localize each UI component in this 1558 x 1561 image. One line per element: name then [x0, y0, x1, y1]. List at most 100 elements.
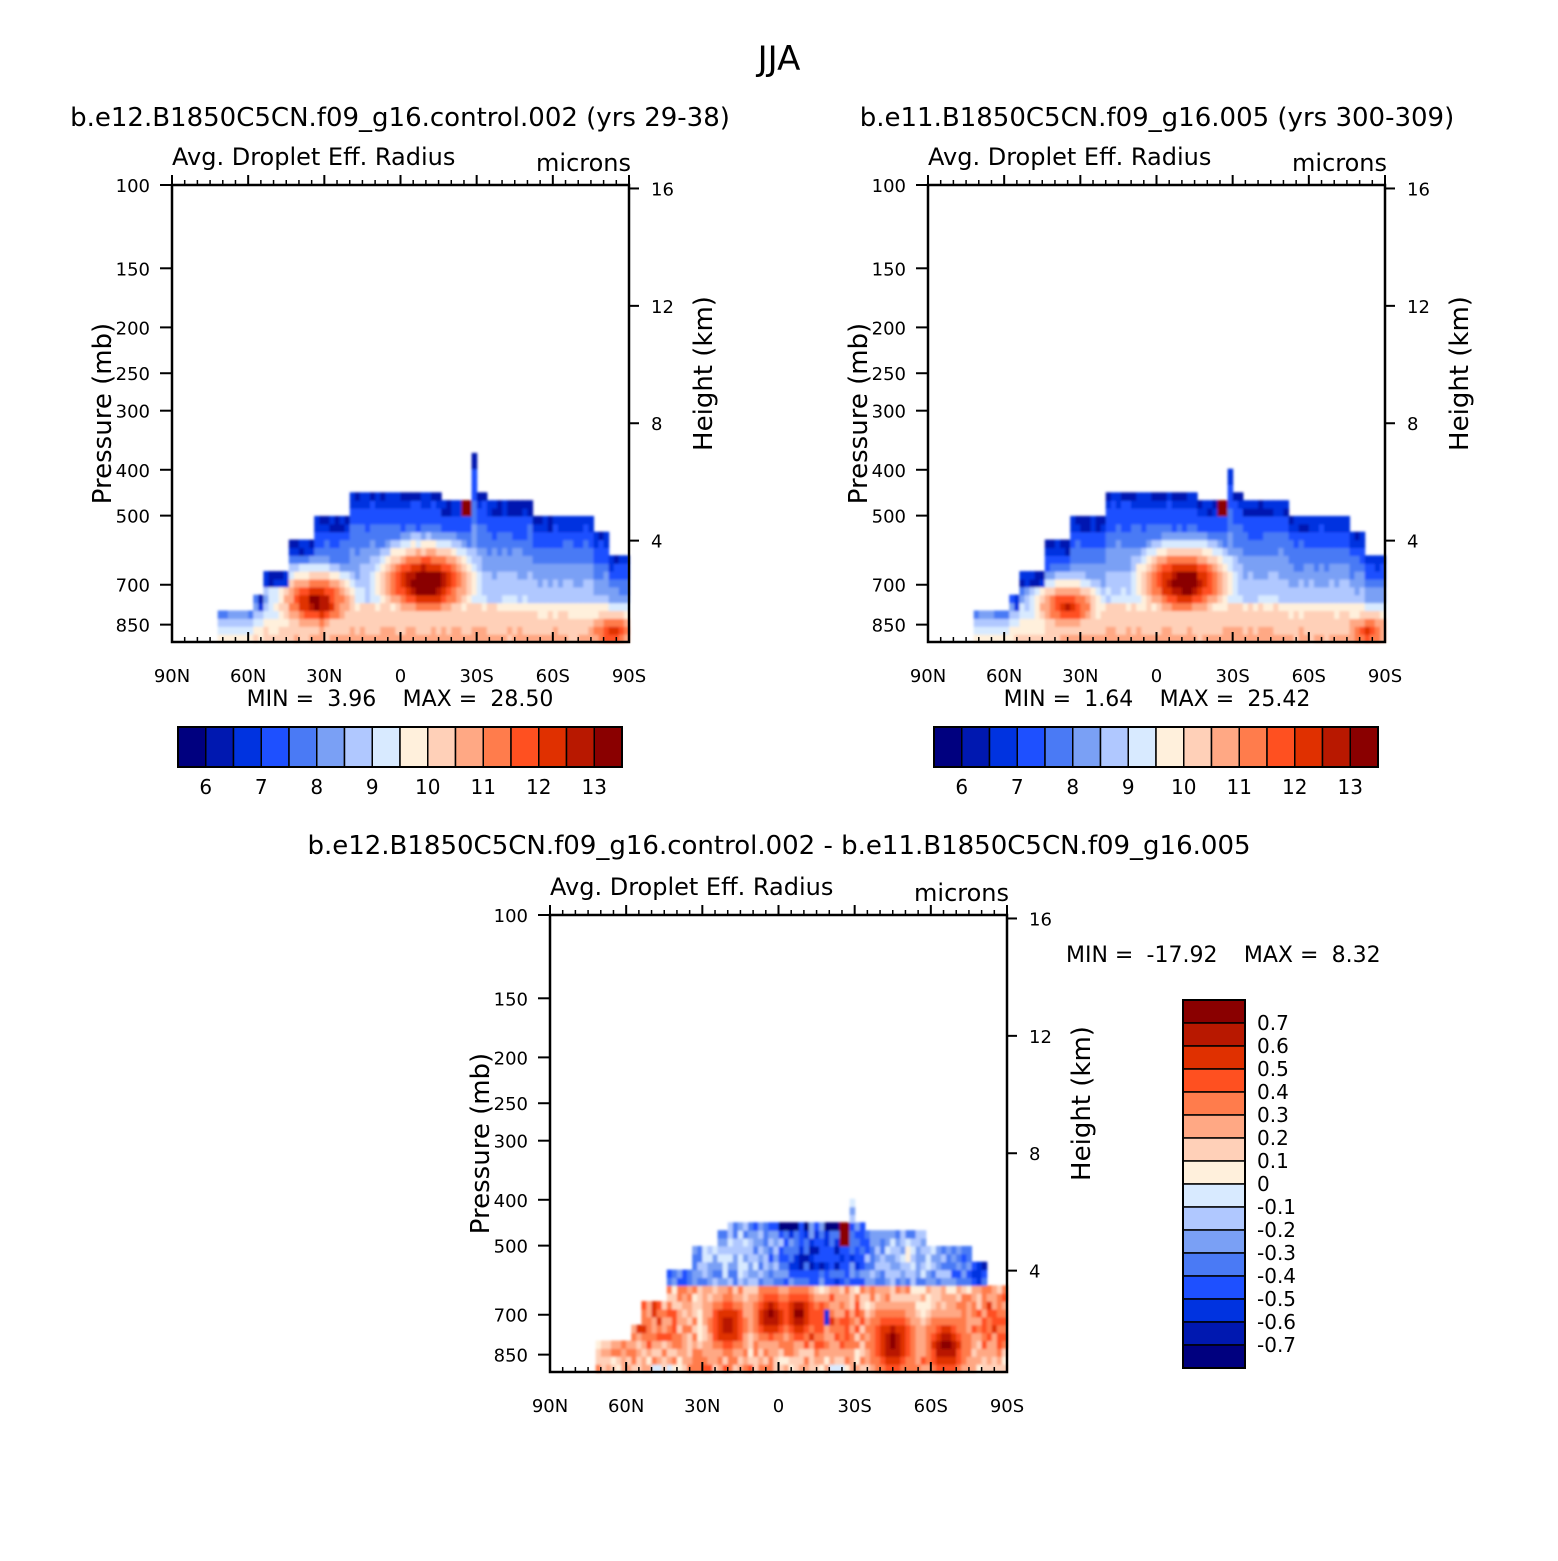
field-cell: [1247, 626, 1254, 635]
field-cell: [839, 1285, 846, 1294]
field-cell: [1100, 578, 1107, 588]
field-cell: [420, 492, 427, 501]
field-cell: [364, 634, 371, 643]
field-cell: [661, 1332, 668, 1342]
field-cell: [692, 1340, 698, 1349]
field-cell: [661, 1316, 668, 1326]
field-cell: [742, 1301, 749, 1310]
field-cell: [1369, 555, 1376, 564]
field-cell: [486, 547, 493, 556]
field-cell: [595, 1364, 602, 1373]
field-cell: [471, 602, 478, 612]
field-cell: [915, 1277, 922, 1286]
colorbar-label: 0.1: [1257, 1149, 1289, 1173]
field-cell: [1212, 500, 1219, 509]
field-cell: [491, 626, 498, 635]
field-cell: [1110, 626, 1117, 635]
field-cell: [981, 1364, 988, 1373]
field-cell: [1379, 563, 1386, 572]
field-cell: [783, 1269, 790, 1279]
field-cell: [981, 1285, 988, 1294]
field-cell: [1156, 531, 1163, 541]
field-cell: [978, 634, 985, 643]
field-cell: [390, 500, 397, 509]
field-cell: [1100, 618, 1107, 627]
field-cell: [1060, 578, 1066, 588]
field-cell: [935, 1308, 942, 1318]
field-cell: [1293, 539, 1300, 549]
field-cell: [583, 618, 589, 627]
field-cell: [1146, 626, 1153, 635]
field-cell: [1166, 492, 1173, 501]
field-cell: [471, 563, 478, 572]
field-cell: [557, 634, 564, 643]
field-cell: [1349, 634, 1356, 643]
field-cell: [1258, 602, 1264, 612]
field-cell: [390, 586, 397, 596]
field-cell: [405, 578, 412, 588]
field-cell: [768, 1293, 775, 1302]
colorbar-box: [427, 726, 457, 768]
field-cell: [522, 500, 529, 509]
field-cell: [1156, 500, 1163, 509]
field-cell: [410, 547, 417, 556]
field-cell: [1197, 531, 1203, 541]
field-cell: [940, 1253, 947, 1263]
field-cell: [395, 523, 402, 533]
field-cell: [778, 1238, 785, 1247]
field-cell: [940, 1308, 947, 1318]
field-cell: [890, 1269, 896, 1279]
field-cell: [496, 555, 503, 564]
field-cell: [692, 1261, 698, 1271]
field-cell: [578, 547, 584, 556]
field-cell: [329, 594, 336, 604]
field-cell: [1126, 610, 1132, 619]
field-cell: [824, 1230, 830, 1239]
field-cell: [1318, 547, 1325, 556]
field-cell: [446, 555, 452, 564]
field-cell: [768, 1245, 775, 1255]
field-cell: [1339, 515, 1345, 525]
field-cell: [1349, 586, 1356, 596]
field-cell: [880, 1253, 886, 1263]
field-cell: [753, 1285, 759, 1294]
field-cell: [1151, 555, 1158, 564]
field-cell: [324, 547, 331, 556]
field-cell: [1324, 634, 1330, 643]
field-cell: [359, 547, 366, 556]
field-cell: [1115, 626, 1122, 635]
field-cell: [748, 1238, 754, 1247]
field-cell: [1090, 626, 1097, 635]
field-cell: [1105, 594, 1112, 604]
field-cell: [588, 602, 595, 612]
field-cell: [415, 594, 422, 604]
field-cell: [1258, 586, 1264, 596]
field-cell: [461, 594, 468, 604]
field-cell: [753, 1238, 759, 1247]
field-cell: [1161, 626, 1168, 635]
field-cell: [849, 1277, 856, 1286]
field-cell: [930, 1245, 937, 1255]
field-cell: [849, 1316, 856, 1326]
field-cell: [758, 1230, 764, 1239]
field-cell: [436, 547, 442, 556]
field-cell: [375, 508, 381, 517]
field-cell: [773, 1277, 780, 1286]
field-cell: [808, 1308, 815, 1318]
field-cell: [915, 1285, 922, 1294]
field-cell: [522, 586, 529, 596]
field-cell: [1247, 610, 1254, 619]
field-cell: [844, 1285, 851, 1294]
field-cell: [430, 547, 437, 556]
field-cell: [1334, 539, 1340, 549]
field-cell: [1192, 492, 1198, 501]
field-cell: [1207, 555, 1213, 564]
field-cell: [288, 578, 295, 588]
field-cell: [598, 594, 605, 604]
field-cell: [370, 515, 376, 525]
field-cell: [552, 610, 559, 619]
field-cell: [451, 523, 457, 533]
field-cell: [1105, 515, 1112, 525]
field-cell: [217, 634, 224, 643]
field-cell: [623, 571, 630, 580]
